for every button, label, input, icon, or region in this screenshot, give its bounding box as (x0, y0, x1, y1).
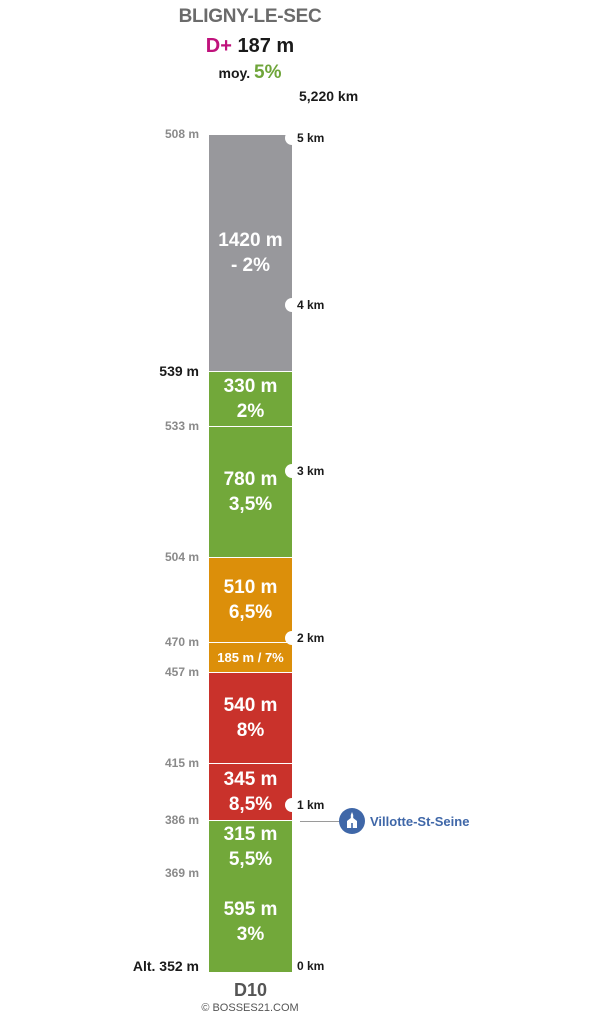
profile-segment: 780 m 3,5% (209, 426, 292, 557)
average-grade: moy. 5% (0, 62, 500, 84)
altitude-label: 470 m (164, 634, 199, 649)
altitude-label: Alt. 352 m (132, 958, 199, 974)
altitude-label: 504 m (164, 549, 199, 564)
profile-segment: 595 m 3% (209, 872, 292, 972)
altitude-label: 539 m (159, 363, 199, 380)
km-marker-label: 3 km (297, 464, 325, 479)
segment-label: 315 m 5,5% (209, 822, 292, 872)
altitude-label: 386 m (164, 813, 199, 828)
segment-length-label: 540 m (223, 695, 278, 717)
km-notch (285, 130, 299, 145)
km-marker-label: 1 km (297, 798, 325, 813)
profile-segment: 345 m 8,5% (209, 762, 292, 821)
segment-grade-label: 3% (236, 924, 265, 946)
km-marker-label: 4 km (297, 297, 325, 312)
altitude-label: 533 m (164, 419, 199, 434)
segment-label: 185 m / 7% (209, 650, 292, 666)
segment-grade-label: 2% (236, 401, 265, 423)
altitude-label: 508 m (164, 127, 199, 142)
segment-length-label: 780 m (223, 468, 278, 490)
segment-length-label: 185 m / 7% (217, 649, 284, 665)
segment-grade-label: 3,5% (228, 493, 273, 515)
km-marker-label: 5 km (297, 130, 325, 145)
moy-value: 5% (254, 62, 282, 83)
segment-grade-label: 6,5% (228, 601, 273, 623)
segment-length-label: 330 m (223, 376, 278, 398)
segment-label: 345 m 8,5% (209, 767, 292, 817)
segment-label: 1420 m - 2% (209, 228, 292, 278)
segment-grade-label: 5,5% (228, 848, 273, 870)
segment-label: 510 m 6,5% (209, 575, 292, 625)
segment-label: 780 m 3,5% (209, 467, 292, 517)
segment-length-label: 345 m (223, 768, 278, 790)
moy-prefix: moy. (218, 65, 251, 81)
km-notch (285, 631, 299, 646)
altitude-label: 369 m (164, 865, 199, 880)
segment-grade-label: - 2% (230, 255, 271, 277)
segment-label: 330 m 2% (209, 374, 292, 424)
profile-segment: 540 m 8% (209, 672, 292, 763)
profile-segment: 1420 m - 2% (209, 134, 292, 372)
segment-length-label: 315 m (223, 823, 278, 845)
climb-title: BLIGNY-LE-SEC (178, 6, 322, 27)
copyright: © BOSSES21.COM (201, 1002, 299, 1014)
profile-segment: 315 m 5,5% (209, 820, 292, 873)
church-icon (339, 808, 365, 834)
segment-label: 540 m 8% (209, 693, 292, 743)
km-marker-label: 0 km (297, 959, 325, 973)
profile-segment: 510 m 6,5% (209, 556, 292, 642)
poi-connector (300, 821, 340, 822)
profile-segment: 330 m 2% (209, 371, 292, 427)
km-notch (285, 464, 299, 479)
km-notch (285, 297, 299, 312)
km-notch (285, 798, 299, 813)
segment-length-label: 1420 m (218, 230, 283, 252)
segment-label: 595 m 3% (209, 897, 292, 947)
altitude-label: 457 m (164, 665, 199, 680)
profile-segment: 185 m / 7% (209, 641, 292, 673)
segment-grade-label: 8% (236, 720, 265, 742)
segment-length-label: 510 m (223, 576, 278, 598)
altitude-label: 415 m (164, 755, 199, 770)
dplus-value: 187 m (237, 35, 295, 57)
segment-grade-label: 8,5% (228, 793, 273, 815)
dplus-prefix: D+ (205, 35, 232, 57)
km-marker-label: 2 km (297, 631, 325, 646)
road-name: D10 (233, 980, 268, 1000)
elevation-gain: D+ 187 m (0, 35, 500, 58)
poi-label: Villotte-St-Seine (370, 814, 470, 829)
segment-length-label: 595 m (223, 899, 278, 921)
total-distance: 5,220 km (299, 88, 359, 104)
